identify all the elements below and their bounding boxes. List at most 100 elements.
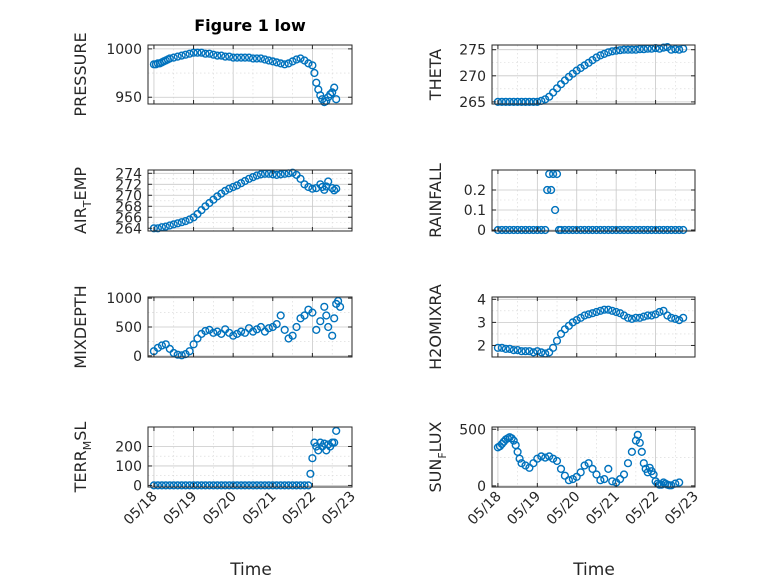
data-point <box>627 314 637 324</box>
data-point <box>545 169 554 179</box>
data-point <box>604 305 613 314</box>
figure-title: Figure 1 low <box>194 16 306 35</box>
x-tick-label: 05/23 <box>319 489 359 529</box>
data-point <box>659 43 668 52</box>
data-point <box>288 331 297 340</box>
data-point <box>209 481 218 490</box>
data-point <box>509 346 518 355</box>
data-point <box>548 88 558 97</box>
data-point <box>213 481 222 490</box>
data-point <box>217 51 226 60</box>
data-point <box>564 225 574 235</box>
y-tick-label: 0 <box>133 349 142 365</box>
data-point <box>161 481 170 490</box>
data-point <box>600 475 609 484</box>
data-point <box>256 54 266 63</box>
y-tick-label: 0 <box>133 478 142 494</box>
data-point <box>221 52 230 61</box>
data-point <box>592 470 601 479</box>
data-point <box>615 46 625 55</box>
data-point <box>177 351 186 360</box>
data-point <box>280 60 289 69</box>
data-point <box>604 225 613 235</box>
data-point <box>564 476 574 485</box>
data-point <box>237 327 246 336</box>
data-point <box>272 320 281 329</box>
y-tick-label: 2 <box>477 338 486 354</box>
data-point <box>497 225 507 235</box>
data-point <box>237 481 246 490</box>
data-point <box>169 348 178 358</box>
data-point <box>296 54 305 63</box>
data-point <box>655 307 664 317</box>
data-point <box>292 55 301 64</box>
data-point <box>525 463 534 472</box>
data-point <box>560 225 570 235</box>
data-point <box>229 182 238 192</box>
data-point <box>300 481 309 490</box>
data-point <box>322 311 331 320</box>
data-point <box>592 225 601 235</box>
x-tick-label: 05/20 <box>200 489 240 529</box>
data-point <box>537 452 546 461</box>
data-point <box>328 184 337 193</box>
data-point <box>300 311 309 320</box>
data-point <box>517 347 526 356</box>
y-tick-label: 0 <box>477 479 486 495</box>
data-point <box>647 225 656 235</box>
y-axis-label: PRESSURE <box>71 32 90 116</box>
data-point <box>556 225 566 235</box>
data-point <box>679 44 688 53</box>
data-point <box>533 225 542 235</box>
data-point <box>233 181 242 190</box>
data-point <box>635 438 644 447</box>
data-point <box>647 311 656 320</box>
data-point <box>619 470 629 479</box>
data-point <box>217 481 226 490</box>
data-point <box>576 468 585 477</box>
data-point <box>572 472 581 481</box>
data-point <box>580 461 589 470</box>
data-point <box>659 225 668 235</box>
y-tick-label: 0 <box>477 223 486 239</box>
data-point <box>584 310 593 319</box>
data-point <box>608 47 617 56</box>
data-point <box>153 343 163 352</box>
data-point <box>213 51 222 60</box>
data-point <box>580 225 589 235</box>
y-tick-label: 1000 <box>106 291 142 307</box>
data-point <box>584 459 593 468</box>
data-point <box>541 453 550 462</box>
data-point <box>244 53 254 62</box>
data-point <box>615 225 625 235</box>
data-point <box>548 343 558 352</box>
y-tick-label: 268 <box>115 199 142 215</box>
data-point <box>627 225 637 235</box>
data-point <box>177 481 186 490</box>
subplot-rainfall: 0 0.1 0.2 RAINFALL <box>426 163 696 239</box>
subplot-pressure: 950 1000 PRESSURE <box>71 32 353 117</box>
data-point <box>173 219 182 228</box>
data-point <box>588 309 597 318</box>
data-point <box>268 481 277 490</box>
data-point <box>631 313 641 322</box>
data-point <box>679 225 688 235</box>
data-point <box>225 481 234 490</box>
data-point <box>543 185 552 195</box>
data-point <box>637 447 646 457</box>
data-point <box>221 186 230 196</box>
data-point <box>596 476 605 485</box>
data-point <box>284 59 293 68</box>
series-mixdepth <box>149 296 345 360</box>
series-terr-msl <box>149 426 341 490</box>
data-point <box>213 327 222 336</box>
data-point <box>548 169 558 179</box>
data-point <box>181 217 190 226</box>
data-point <box>623 313 633 322</box>
data-point <box>635 313 644 322</box>
data-point <box>525 347 534 356</box>
data-point <box>185 215 194 224</box>
data-point <box>169 53 178 62</box>
data-point <box>264 324 273 333</box>
